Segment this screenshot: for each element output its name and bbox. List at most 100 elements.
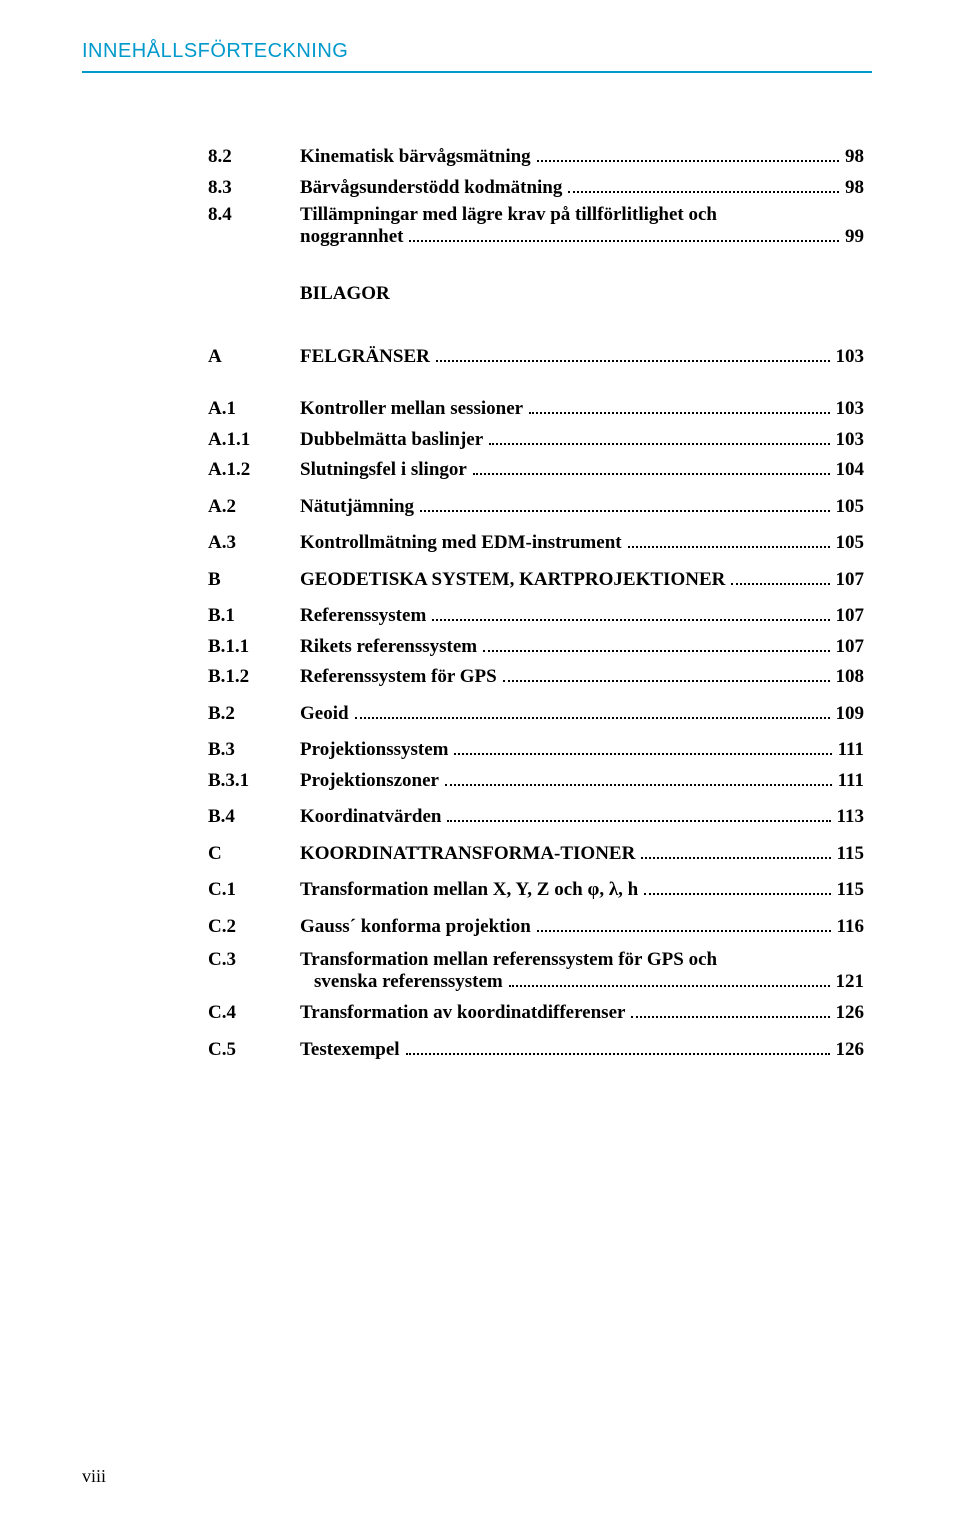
toc-number: B.1 [208, 602, 300, 631]
toc-number: B.1.2 [208, 663, 300, 692]
toc-leader-dots [644, 893, 830, 895]
header-title: INNEHÅLLSFÖRTECKNING [82, 40, 960, 63]
toc-row: B.3Projektionssystem111 [208, 736, 864, 765]
toc-page: 107 [836, 566, 865, 595]
toc-page: 113 [837, 803, 864, 832]
toc-leader-dots [537, 160, 839, 162]
toc-page: 103 [836, 426, 865, 455]
toc-text: Testexempel [300, 1036, 400, 1065]
toc-row: CKOORDINATTRANSFORMA-TIONER115 [208, 840, 864, 869]
toc-page: 121 [836, 971, 865, 993]
toc-text: Referenssystem för GPS [300, 663, 497, 692]
toc-page: 111 [838, 767, 864, 796]
toc-number: B.4 [208, 803, 300, 832]
toc-text: FELGRÄNSER [300, 343, 430, 372]
toc-leader-dots [631, 1016, 829, 1018]
toc-page: 103 [836, 395, 865, 424]
toc-page: 126 [836, 1036, 865, 1065]
toc-row: A.3Kontrollmätning med EDM-instrument105 [208, 529, 864, 558]
toc-text: Kontrollmätning med EDM-instrument [300, 529, 622, 558]
toc-text: Nätutjämning [300, 493, 414, 522]
toc-page: 126 [836, 999, 865, 1028]
toc-leader-dots [537, 930, 831, 932]
toc-leader-dots [420, 510, 829, 512]
toc-number: B.1.1 [208, 633, 300, 662]
toc-text-line1: Tillämpningar med lägre krav på tillförl… [300, 204, 864, 226]
toc-leader-dots [436, 360, 830, 362]
toc-text: Koordinatvärden [300, 803, 441, 832]
toc-row: B.1Referenssystem107 [208, 602, 864, 631]
toc-row: 8.2Kinematisk bärvågsmätning98 [208, 143, 864, 172]
toc-text-wrap: Tillämpningar med lägre krav på tillförl… [300, 204, 864, 248]
toc-number: 8.4 [208, 204, 300, 226]
toc-leader-dots [483, 650, 829, 652]
toc-leader-dots [447, 820, 830, 822]
toc-number: B [208, 566, 300, 595]
toc-text: Kinematisk bärvågsmätning [300, 143, 531, 172]
toc-row-multiline: 8.4Tillämpningar med lägre krav på tillf… [208, 204, 864, 248]
page-number: viii [82, 1466, 106, 1487]
toc-text-line1: Transformation mellan referenssystem för… [300, 949, 864, 971]
toc-leader-dots [641, 857, 830, 859]
toc-page: 107 [836, 633, 865, 662]
toc-text: noggrannhet [300, 226, 403, 248]
toc-gap [208, 248, 864, 280]
toc-page: 116 [837, 913, 864, 942]
toc-leader-dots [568, 191, 839, 193]
toc-row: A.2Nätutjämning105 [208, 493, 864, 522]
toc-row: A.1.2Slutningsfel i slingor 104 [208, 456, 864, 485]
toc-number: B.2 [208, 700, 300, 729]
toc-leader-dots [489, 443, 829, 445]
toc-text-line2: noggrannhet 99 [300, 226, 864, 248]
toc-leader-dots [509, 985, 830, 987]
toc-number: A.1.2 [208, 456, 300, 485]
toc-number: C.2 [208, 913, 300, 942]
toc-row: 8.3Bärvågsunderstödd kodmätning 98 [208, 174, 864, 203]
toc-number: B.3 [208, 736, 300, 765]
toc-page: 98 [845, 174, 864, 203]
toc-number: C.4 [208, 999, 300, 1028]
toc-page: 105 [836, 529, 865, 558]
toc-page: 109 [836, 700, 865, 729]
toc-page: 99 [845, 226, 864, 248]
toc-number: C.5 [208, 1036, 300, 1065]
toc-text: Geoid [300, 700, 349, 729]
toc-number: C [208, 840, 300, 869]
toc-row: C.5Testexempel 126 [208, 1036, 864, 1065]
toc-row: B.4Koordinatvärden 113 [208, 803, 864, 832]
toc-content: 8.2Kinematisk bärvågsmätning988.3Bärvågs… [0, 73, 960, 1064]
toc-number: 8.3 [208, 174, 300, 203]
toc-leader-dots [409, 240, 839, 242]
toc-page: 115 [837, 876, 864, 905]
toc-row: B.2Geoid 109 [208, 700, 864, 729]
toc-row: AFELGRÄNSER103 [208, 343, 864, 372]
toc-leader-dots [432, 619, 829, 621]
toc-leader-dots [529, 412, 829, 414]
toc-page: 104 [836, 456, 865, 485]
toc-text: BILAGOR [300, 280, 390, 309]
page-header: INNEHÅLLSFÖRTECKNING [0, 0, 960, 73]
toc-leader-dots [445, 784, 832, 786]
toc-text-line2: svenska referenssystem 121 [300, 971, 864, 993]
toc-text: svenska referenssystem [314, 971, 503, 993]
toc-number: C.1 [208, 876, 300, 905]
toc-text: Dubbelmätta baslinjer [300, 426, 483, 455]
toc-row: C.2Gauss´ konforma projektion116 [208, 913, 864, 942]
toc-page: 111 [838, 736, 864, 765]
toc-leader-dots [454, 753, 831, 755]
toc-row: A.1Kontroller mellan sessioner103 [208, 395, 864, 424]
toc-page: 107 [836, 602, 865, 631]
toc-row: BGEODETISKA SYSTEM, KARTPROJEKTIONER107 [208, 566, 864, 595]
toc-row: C.1Transformation mellan X, Y, Z och φ, … [208, 876, 864, 905]
toc-number: A.1.1 [208, 426, 300, 455]
toc-leader-dots [355, 717, 830, 719]
toc-text: Kontroller mellan sessioner [300, 395, 523, 424]
toc-text: KOORDINATTRANSFORMA-TIONER [300, 840, 635, 869]
toc-text: Bärvågsunderstödd kodmätning [300, 174, 562, 203]
toc-page: 105 [836, 493, 865, 522]
toc-page: 108 [836, 663, 865, 692]
toc-row: A.1.1Dubbelmätta baslinjer 103 [208, 426, 864, 455]
toc-text: Transformation mellan X, Y, Z och φ, λ, … [300, 876, 638, 905]
toc-text: Slutningsfel i slingor [300, 456, 467, 485]
toc-row: C.4Transformation av koordinatdifferense… [208, 999, 864, 1028]
